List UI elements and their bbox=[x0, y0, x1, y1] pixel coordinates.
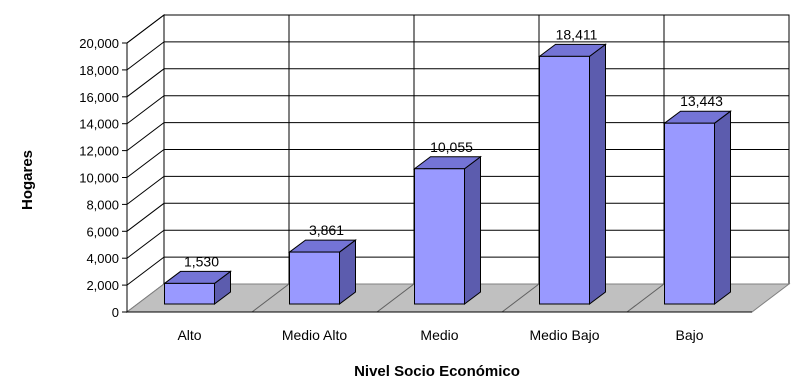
y-tick-label: 8,000 bbox=[86, 197, 119, 212]
category-label: Medio Bajo bbox=[529, 327, 599, 343]
category-label: Alto bbox=[177, 327, 201, 343]
data-label: 18,411 bbox=[556, 26, 598, 42]
y-tick-label: 16,000 bbox=[79, 90, 119, 105]
data-label: 10,055 bbox=[430, 139, 473, 155]
bar-medio bbox=[413, 155, 482, 305]
y-tick-label: 4,000 bbox=[86, 251, 119, 266]
gridline bbox=[126, 14, 789, 44]
bar-alto bbox=[163, 270, 232, 305]
bar-front bbox=[539, 55, 590, 305]
y-tick-label: 12,000 bbox=[79, 144, 119, 159]
category-labels: Alto Medio Alto Medio Medio Bajo Bajo bbox=[177, 327, 703, 343]
y-tick-label: 14,000 bbox=[79, 117, 119, 132]
floor-divider bbox=[251, 283, 290, 313]
y-tick-label: 2,000 bbox=[86, 278, 119, 293]
floor-divider bbox=[626, 283, 665, 313]
bar-bajo bbox=[663, 110, 732, 305]
bar-front bbox=[289, 251, 340, 305]
floor-divider bbox=[376, 283, 415, 313]
y-tick-label: 0 bbox=[112, 305, 119, 320]
y-tick-label: 20,000 bbox=[79, 36, 119, 51]
y-tick-label: 18,000 bbox=[79, 63, 119, 78]
gridline bbox=[126, 41, 789, 71]
y-tick-labels: 0 2,000 4,000 6,000 8,000 10,000 12,000 14,000 1… bbox=[79, 36, 119, 320]
floor-divider bbox=[501, 283, 540, 313]
y-axis-title: Hogares bbox=[19, 150, 36, 210]
bar-front bbox=[164, 282, 215, 305]
data-label: 1,530 bbox=[184, 253, 219, 269]
bar-side bbox=[464, 155, 481, 305]
bar-front bbox=[414, 168, 465, 305]
category-label: Bajo bbox=[675, 327, 703, 343]
bar-front bbox=[664, 122, 715, 305]
data-label: 3,861 bbox=[309, 222, 344, 238]
category-label: Medio Alto bbox=[282, 327, 348, 343]
bar-side bbox=[714, 110, 731, 305]
y-tick-label: 10,000 bbox=[79, 171, 119, 186]
bars bbox=[163, 43, 732, 305]
data-label: 13,443 bbox=[680, 93, 723, 109]
category-label: Medio bbox=[420, 327, 458, 343]
bar-side bbox=[589, 43, 606, 305]
x-axis-title: Nivel Socio Económico bbox=[354, 363, 520, 380]
bar-medio-bajo bbox=[538, 43, 607, 305]
bar-medio-alto bbox=[288, 239, 357, 305]
y-tick-label: 6,000 bbox=[86, 224, 119, 239]
data-labels: 1,530 3,861 10,055 18,411 13,443 bbox=[184, 26, 723, 269]
